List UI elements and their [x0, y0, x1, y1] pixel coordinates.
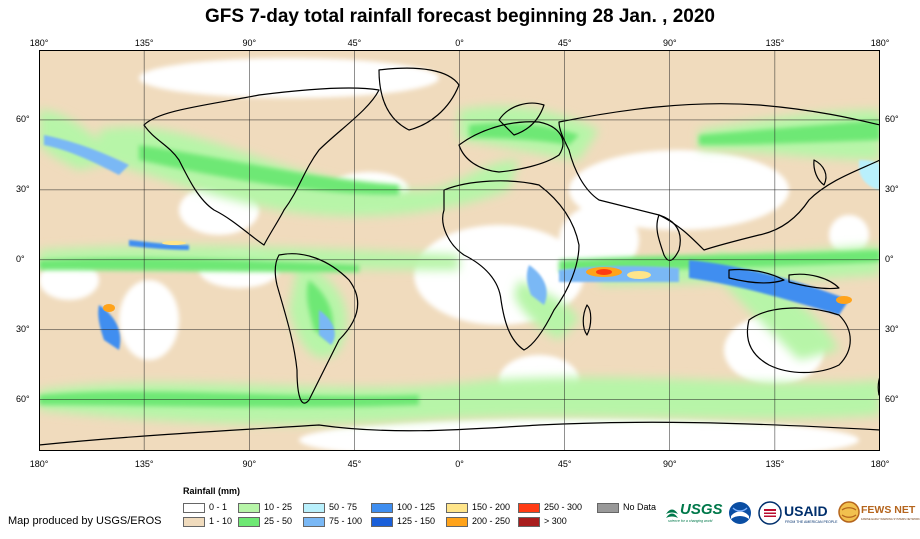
fewsnet-logo: FEWS NET FAMINE EARLY WARNING SYSTEMS NE… [838, 500, 920, 528]
usaid-logo: USAID FROM THE AMERICAN PEOPLE [758, 500, 838, 528]
legend-label: 0 - 1 [209, 502, 228, 512]
legend-swatch [446, 517, 468, 527]
left-latitude-label: 30° [16, 183, 30, 194]
top-longitude-label: 0° [455, 38, 464, 48]
legend-swatch [183, 503, 205, 513]
legend-swatch [597, 503, 619, 513]
usaid-seal-icon [758, 501, 782, 525]
top-longitude-label: 135° [765, 38, 785, 48]
usgs-logo: USGS science for a changing world [664, 498, 726, 526]
legend-swatch [518, 503, 540, 513]
fewsnet-logo-text: FEWS NET [861, 504, 916, 516]
legend-label: 25 - 50 [264, 516, 293, 526]
noaa-globe-icon [729, 502, 751, 524]
map-frame [39, 50, 880, 451]
left-latitude-label: 60° [16, 393, 30, 404]
legend-swatch [183, 517, 205, 527]
legend-label: 200 - 250 [472, 516, 511, 526]
bottom-longitude-label: 45° [557, 459, 572, 469]
legend-label: 125 - 150 [397, 516, 436, 526]
top-longitude-label: 45° [347, 38, 362, 48]
legend-label: 250 - 300 [544, 502, 583, 512]
map-title: GFS 7-day total rainfall forecast beginn… [205, 6, 715, 27]
bottom-longitude-label: 45° [347, 459, 362, 469]
continent-outlines [39, 67, 880, 446]
legend-swatch [303, 517, 325, 527]
legend-label: > 300 [544, 516, 567, 526]
usgs-tagline: science for a changing world [668, 519, 713, 523]
fewsnet-globe-icon [838, 501, 860, 523]
top-longitude-label: 45° [557, 38, 572, 48]
legend-swatch [303, 503, 325, 513]
bottom-longitude-label: 180° [870, 459, 890, 469]
legend-title: Rainfall (mm) [183, 486, 241, 496]
legend-label: 50 - 75 [329, 502, 358, 512]
legend-swatch [238, 503, 260, 513]
bottom-longitude-label: 135° [765, 459, 785, 469]
right-latitude-label: 30° [885, 323, 899, 334]
right-latitude-label: 60° [885, 113, 899, 124]
legend-label: 150 - 200 [472, 502, 511, 512]
noaa-logo [728, 501, 752, 525]
left-latitude-label: 0° [16, 253, 25, 264]
legend-swatch [371, 503, 393, 513]
legend-label: 1 - 10 [209, 516, 233, 526]
legend-label: No Data [623, 502, 657, 512]
right-latitude-label: 30° [885, 183, 899, 194]
bottom-longitude-label: 0° [455, 459, 464, 469]
credit-text: Map produced by USGS/EROS [8, 515, 162, 527]
top-longitude-label: 135° [134, 38, 154, 48]
legend-swatch [446, 503, 468, 513]
fewsnet-tagline: FAMINE EARLY WARNING SYSTEMS NETWORK [861, 518, 920, 521]
graticule-lines [39, 50, 880, 451]
top-longitude-label: 180° [29, 38, 49, 48]
bottom-longitude-label: 90° [242, 459, 257, 469]
usgs-logo-text: USGS [680, 501, 723, 518]
legend-label: 100 - 125 [397, 502, 436, 512]
rainfall-map [39, 50, 880, 451]
bottom-longitude-label: 180° [29, 459, 49, 469]
top-longitude-label: 180° [870, 38, 890, 48]
usaid-tagline: FROM THE AMERICAN PEOPLE [785, 520, 838, 524]
right-latitude-label: 0° [885, 253, 894, 264]
legend-label: 75 - 100 [329, 516, 363, 526]
legend-label: 10 - 25 [264, 502, 293, 512]
usaid-logo-text: USAID [784, 503, 828, 519]
rain-extreme [103, 241, 852, 312]
left-latitude-label: 30° [16, 323, 30, 334]
top-longitude-label: 90° [662, 38, 677, 48]
legend-swatch [238, 517, 260, 527]
legend-swatch [371, 517, 393, 527]
right-latitude-label: 60° [885, 393, 899, 404]
usgs-wave-icon [666, 509, 678, 518]
bottom-longitude-label: 135° [134, 459, 154, 469]
bottom-longitude-label: 90° [662, 459, 677, 469]
top-longitude-label: 90° [242, 38, 257, 48]
left-latitude-label: 60° [16, 113, 30, 124]
legend-swatch [518, 517, 540, 527]
